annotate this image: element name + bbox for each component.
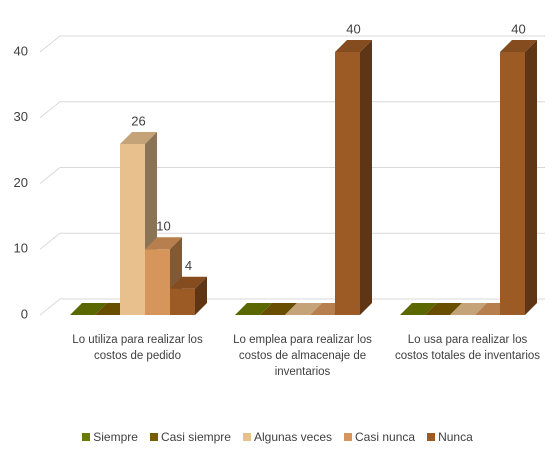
data-label: 4 <box>185 258 192 273</box>
legend-swatch <box>149 433 158 441</box>
legend-item: Casi siempre <box>149 430 231 444</box>
bar-face <box>120 144 145 315</box>
bar-face <box>70 303 107 315</box>
x-tick-label: Lo emplea para realizar los costos de al… <box>233 334 372 378</box>
y-tick-label: 10 <box>14 241 28 256</box>
data-label: 40 <box>346 21 360 36</box>
bar <box>500 40 537 315</box>
bar <box>235 303 272 315</box>
legend-swatch <box>82 433 91 441</box>
grid-line <box>39 232 545 250</box>
bar-face <box>335 40 372 52</box>
grid-line <box>39 35 545 53</box>
bar <box>335 40 372 315</box>
legend-item: Siempre <box>82 430 138 444</box>
bar-face <box>195 276 207 315</box>
legend-label: Casi siempre <box>160 430 231 444</box>
bar-face <box>145 249 170 315</box>
y-tick-label: 0 <box>21 306 28 321</box>
bar <box>425 303 462 315</box>
legend: Siempre Casi siempre Algunas veces Casi nun… <box>0 430 555 444</box>
bar-face <box>450 303 487 315</box>
bar-face <box>425 303 462 315</box>
bar-face <box>260 303 297 315</box>
legend-swatch <box>242 433 251 441</box>
bar-face <box>500 40 537 52</box>
bar-face <box>400 303 437 315</box>
bar-face <box>120 132 157 145</box>
x-tick-label: Lo utiliza para realizar los costos de p… <box>72 334 203 362</box>
grid-line <box>39 167 545 184</box>
bar <box>450 303 487 315</box>
legend-label: Casi nunca <box>355 430 416 444</box>
bar <box>400 303 437 315</box>
data-label: 10 <box>156 219 170 234</box>
grid-line <box>39 101 545 119</box>
legend-label: Nunca <box>438 430 473 444</box>
legend-swatch <box>344 433 353 441</box>
bar-face <box>285 303 322 315</box>
grid-line <box>39 298 545 316</box>
bar <box>260 303 297 315</box>
bar <box>285 303 322 315</box>
bar-face <box>500 52 525 315</box>
bar-face <box>170 276 207 289</box>
legend-swatch <box>427 433 436 441</box>
bar-face <box>525 40 537 315</box>
y-tick-label: 40 <box>14 43 28 58</box>
bar <box>170 276 207 315</box>
bar-face <box>170 288 195 315</box>
x-tick-label: Lo usa para realizar los costos totales … <box>394 334 541 362</box>
y-tick-label: 20 <box>14 175 28 190</box>
bar-face <box>145 237 182 250</box>
data-label: 26 <box>131 113 145 128</box>
bar <box>70 303 107 315</box>
legend-item: Casi nunca <box>344 430 415 444</box>
legend-item: Nunca <box>427 430 473 444</box>
legend-label: Algunas veces <box>253 430 333 444</box>
bar-face <box>360 40 372 315</box>
bar-face <box>335 52 360 315</box>
data-label: 40 <box>511 21 525 36</box>
bar-face <box>235 303 272 315</box>
legend-label: Siempre <box>93 430 138 444</box>
y-tick-label: 30 <box>14 109 28 124</box>
legend-item: Algunas veces <box>242 430 333 444</box>
